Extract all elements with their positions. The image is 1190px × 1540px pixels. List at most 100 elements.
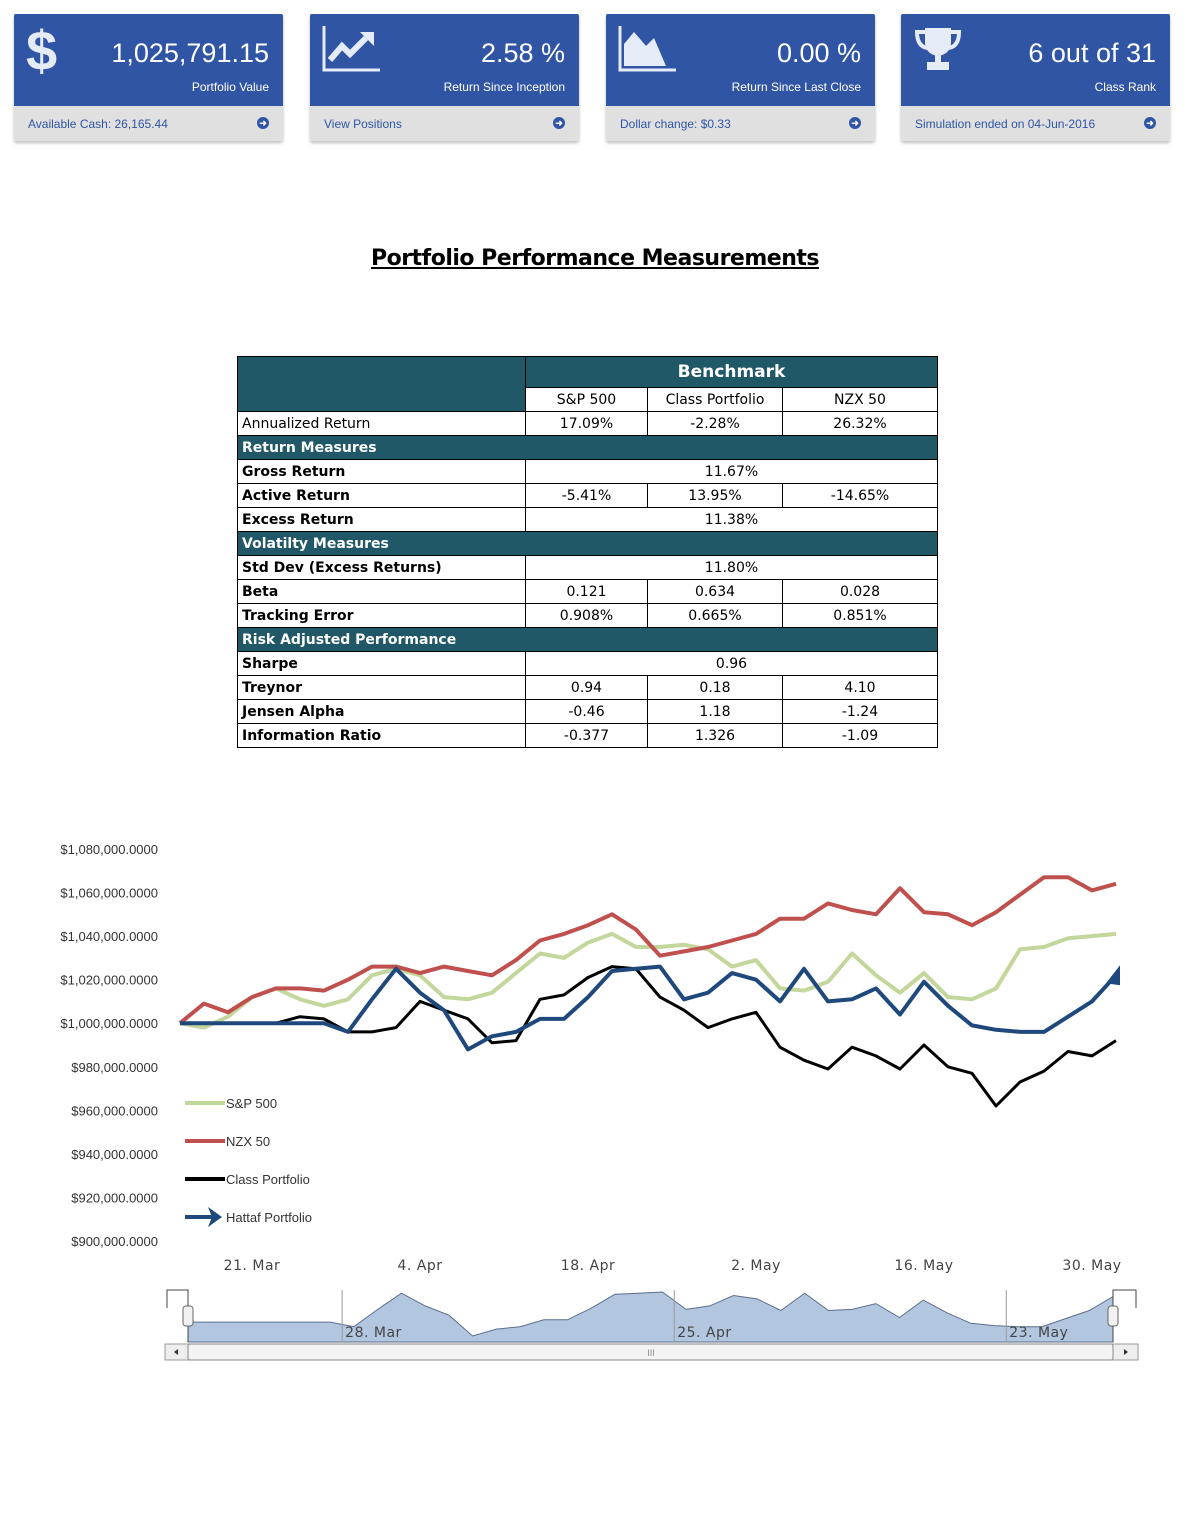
x-tick-label: 21. Mar: [224, 1258, 281, 1274]
arrow-circle-right-icon[interactable]: ➜: [553, 117, 565, 129]
benchmark-header-row: Benchmark: [237, 356, 938, 388]
card-header: 2.58 % Return Since Inception: [310, 14, 579, 106]
x-tick-label: 30. May: [1062, 1258, 1121, 1274]
arrow-circle-right-icon[interactable]: ➜: [1144, 117, 1156, 129]
table-cell: 1.326: [647, 723, 783, 748]
y-tick-label: $940,000.0000: [71, 1147, 158, 1162]
dollar-icon: $: [26, 19, 86, 84]
x-tick-label: 2. May: [731, 1258, 781, 1274]
legend-label: Class Portfolio: [226, 1172, 310, 1187]
card-footer-link[interactable]: View Positions ➜: [310, 106, 579, 141]
table-row: Active Return -5.41% 13.95% -14.65%: [237, 483, 938, 508]
column-header: NZX 50: [782, 387, 938, 412]
section-header-row: Return Measures: [237, 435, 938, 460]
table-row: Treynor 0.94 0.18 4.10: [237, 675, 938, 700]
performance-chart: $1,080,000.0000 $1,060,000.0000 $1,040,000…: [60, 842, 1139, 1361]
card-header: $ 1,025,791.15 Portfolio Value: [14, 14, 283, 106]
x-tick-label: 4. Apr: [397, 1258, 442, 1274]
table-cell: 0.028: [782, 579, 938, 604]
table-row: Jensen Alpha -0.46 1.18 -1.24: [237, 699, 938, 724]
scroll-left-arrow-icon[interactable]: [174, 1349, 178, 1355]
y-tick-label: $960,000.0000: [71, 1103, 158, 1118]
y-tick-label: $900,000.0000: [71, 1234, 158, 1249]
card-label: Portfolio Value: [191, 80, 269, 94]
navigator-tick-label: 25. Apr: [677, 1325, 731, 1341]
navigator-handle[interactable]: [182, 1305, 194, 1327]
trophy-icon: [913, 24, 973, 84]
row-label: Beta: [237, 579, 526, 604]
area-chart-icon: [618, 24, 678, 84]
card-value: 1,025,791.15: [111, 38, 269, 68]
y-tick-label: $920,000.0000: [71, 1190, 158, 1205]
row-label: Treynor: [237, 675, 526, 700]
summary-card: 6 out of 31 Class Rank Simulation ended …: [901, 14, 1170, 141]
merged-cell: 11.67%: [525, 459, 938, 484]
y-tick-label: $1,060,000.0000: [60, 886, 158, 901]
arrow-circle-right-icon[interactable]: ➜: [849, 117, 861, 129]
row-label: Information Ratio: [237, 723, 526, 748]
table-cell: -0.377: [525, 723, 648, 748]
section-header-row: Risk Adjusted Performance: [237, 627, 938, 652]
card-footer-link[interactable]: Available Cash: 26,165.44 ➜: [14, 106, 283, 141]
merged-cell: 0.96: [525, 651, 938, 676]
benchmark-header: Benchmark: [525, 356, 938, 388]
card-footer-text: View Positions: [324, 117, 402, 131]
card-footer-text: Simulation ended on 04-Jun-2016: [915, 117, 1096, 131]
card-label: Class Rank: [1094, 80, 1156, 94]
table-cell: 0.851%: [782, 603, 938, 628]
table-cell: 1.18: [647, 699, 783, 724]
card-header: 6 out of 31 Class Rank: [901, 14, 1170, 106]
card-value: 0.00 %: [776, 38, 861, 68]
arrow-circle-right-icon[interactable]: ➜: [257, 117, 269, 129]
merged-cell: 11.38%: [525, 507, 938, 532]
table-row: Tracking Error 0.908% 0.665% 0.851%: [237, 603, 938, 628]
card-footer-text: Dollar change: $0.33: [620, 117, 731, 131]
summary-card: $ 1,025,791.15 Portfolio Value Available…: [14, 14, 283, 141]
scrollbar-thumb[interactable]: [187, 1343, 1114, 1361]
scroll-right-arrow-icon[interactable]: [1124, 1349, 1128, 1355]
summary-card: 0.00 % Return Since Last Close Dollar ch…: [606, 14, 875, 141]
section-label: Volatilty Measures: [237, 531, 938, 556]
card-value: 2.58 %: [480, 38, 565, 68]
card-footer-link[interactable]: Simulation ended on 04-Jun-2016 ➜: [901, 106, 1170, 141]
table-cell: -5.41%: [525, 483, 648, 508]
section-label: Risk Adjusted Performance: [237, 627, 938, 652]
column-header: S&P 500: [525, 387, 648, 412]
line-chart-icon: [322, 24, 382, 84]
table-cell: 13.95%: [647, 483, 783, 508]
section-header-row: Volatilty Measures: [237, 531, 938, 556]
scrollbar-grip: III: [647, 1348, 655, 1358]
table-cell: 0.908%: [525, 603, 648, 628]
navigator-handle[interactable]: [1107, 1305, 1119, 1327]
svg-text:$: $: [26, 24, 57, 82]
table-row: Beta 0.121 0.634 0.028: [237, 579, 938, 604]
series-line-s-p-500: [179, 931, 1117, 1030]
table-cell: 17.09%: [525, 411, 648, 436]
y-tick-label: $1,040,000.0000: [60, 929, 158, 944]
summary-card: 2.58 % Return Since Inception View Posit…: [310, 14, 579, 141]
y-tick-label: $1,080,000.0000: [60, 842, 158, 857]
table-row: Sharpe 0.96: [237, 651, 938, 676]
navigator-area: [187, 1291, 1114, 1343]
card-label: Return Since Inception: [443, 80, 565, 94]
table-cell: 0.121: [525, 579, 648, 604]
row-label: Active Return: [237, 483, 526, 508]
series-line-class-portfolio: [180, 965, 1117, 1108]
arrow-head-icon: [1106, 965, 1120, 986]
row-label: Jensen Alpha: [237, 699, 526, 724]
table-cell: -0.46: [525, 699, 648, 724]
legend-label: NZX 50: [226, 1134, 270, 1149]
row-label: Std Dev (Excess Returns): [237, 555, 526, 580]
card-footer-link[interactable]: Dollar change: $0.33 ➜: [606, 106, 875, 141]
table-cell: -14.65%: [782, 483, 938, 508]
row-label: Annualized Return: [237, 411, 526, 436]
card-header: 0.00 % Return Since Last Close: [606, 14, 875, 106]
table-row: Information Ratio -0.377 1.326 -1.09: [237, 723, 938, 748]
table-cell: 0.94: [525, 675, 648, 700]
table-cell: 0.634: [647, 579, 783, 604]
table-cell: 4.10: [782, 675, 938, 700]
table-cell: -1.24: [782, 699, 938, 724]
row-label: Sharpe: [237, 651, 526, 676]
legend-label: Hattaf Portfolio: [226, 1210, 312, 1225]
card-label: Return Since Last Close: [731, 80, 861, 94]
